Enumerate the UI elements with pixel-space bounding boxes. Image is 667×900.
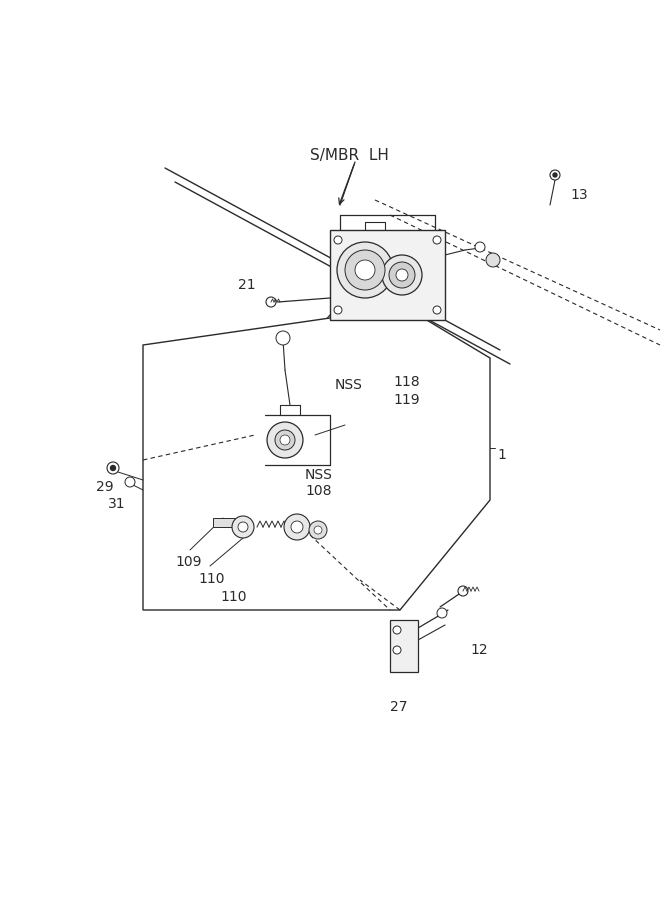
Text: 119: 119 xyxy=(393,393,420,407)
Circle shape xyxy=(345,250,385,290)
Text: 27: 27 xyxy=(390,700,408,714)
Circle shape xyxy=(433,236,441,244)
Circle shape xyxy=(125,477,135,487)
Text: 109: 109 xyxy=(175,555,201,569)
Circle shape xyxy=(396,269,408,281)
Text: NSS: NSS xyxy=(305,468,333,482)
Circle shape xyxy=(232,516,254,538)
Circle shape xyxy=(458,586,468,596)
Text: 21: 21 xyxy=(238,278,255,292)
Circle shape xyxy=(111,465,115,471)
Text: 29: 29 xyxy=(96,480,113,494)
Text: 31: 31 xyxy=(108,497,125,511)
Circle shape xyxy=(284,514,310,540)
Polygon shape xyxy=(143,310,490,610)
Circle shape xyxy=(266,297,276,307)
Text: 12: 12 xyxy=(470,643,488,657)
Text: 13: 13 xyxy=(570,188,588,202)
Circle shape xyxy=(393,646,401,654)
Text: 118: 118 xyxy=(393,375,420,389)
Circle shape xyxy=(309,521,327,539)
Circle shape xyxy=(437,608,447,618)
Text: 110: 110 xyxy=(220,590,247,604)
Circle shape xyxy=(382,255,422,295)
Text: NSS: NSS xyxy=(335,378,363,392)
Circle shape xyxy=(355,260,375,280)
Bar xyxy=(330,230,445,320)
Circle shape xyxy=(553,173,557,177)
Circle shape xyxy=(550,170,560,180)
Text: 1: 1 xyxy=(497,448,506,462)
Circle shape xyxy=(334,306,342,314)
Circle shape xyxy=(238,522,248,532)
Circle shape xyxy=(280,435,290,445)
Circle shape xyxy=(389,262,415,288)
Bar xyxy=(390,620,418,672)
Circle shape xyxy=(107,462,119,474)
Text: 108: 108 xyxy=(305,484,331,498)
Text: 110: 110 xyxy=(198,572,225,586)
Circle shape xyxy=(275,430,295,450)
Circle shape xyxy=(334,236,342,244)
Text: S/MBR  LH: S/MBR LH xyxy=(310,148,389,163)
Circle shape xyxy=(475,242,485,252)
Circle shape xyxy=(486,253,500,267)
Circle shape xyxy=(267,422,303,458)
Circle shape xyxy=(276,331,290,345)
Circle shape xyxy=(337,242,393,298)
Circle shape xyxy=(433,306,441,314)
Circle shape xyxy=(291,521,303,533)
Circle shape xyxy=(314,526,322,534)
Bar xyxy=(213,518,235,527)
Circle shape xyxy=(393,626,401,634)
